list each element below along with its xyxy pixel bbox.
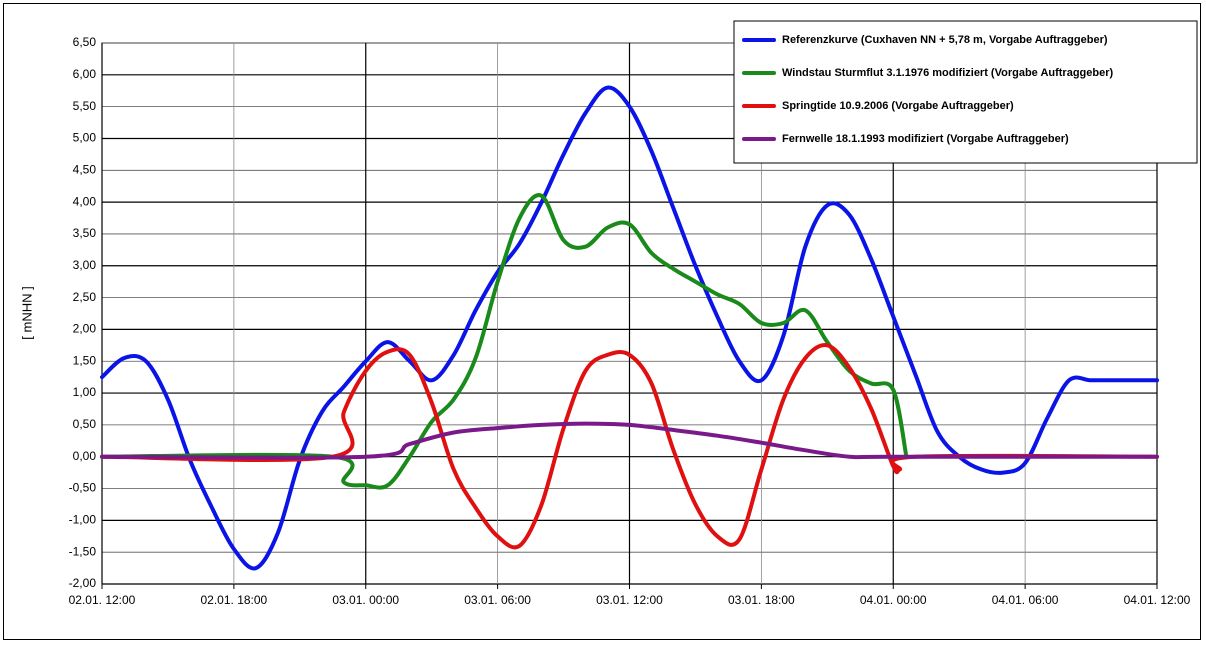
legend-label-1: Referenzkurve (Cuxhaven NN + 5,78 m, Vor… bbox=[782, 34, 1108, 46]
y-tick-label: 1,50 bbox=[73, 353, 97, 367]
x-tick-label: 04.01. 00:00 bbox=[860, 593, 927, 607]
x-tick-label: 04.01. 06:00 bbox=[992, 593, 1059, 607]
x-axis-ticks: 02.01. 12:00 02.01. 18:00 03.01. 00:00 03.0… bbox=[69, 584, 1191, 607]
y-tick-label: 5,50 bbox=[73, 99, 97, 113]
series-line-2 bbox=[100, 193, 909, 490]
x-tick-label: 04.01. 12:00 bbox=[1124, 593, 1191, 607]
y-tick-label: -2,00 bbox=[69, 576, 97, 590]
y-tick-label: 1,00 bbox=[73, 385, 97, 399]
y-tick-label: 0,00 bbox=[73, 449, 97, 463]
y-tick-label: 3,50 bbox=[73, 226, 97, 240]
x-tick-label: 03.01. 12:00 bbox=[596, 593, 663, 607]
y-tick-label: 4,00 bbox=[73, 194, 97, 208]
y-tick-label: 2,50 bbox=[73, 290, 97, 304]
y-tick-label: 6,00 bbox=[73, 67, 97, 81]
y-tick-label: 0,50 bbox=[73, 417, 97, 431]
x-tick-label: 03.01. 18:00 bbox=[728, 593, 795, 607]
x-tick-label: 02.01. 18:00 bbox=[201, 593, 268, 607]
y-axis-ticks: -2,00 -1,50 -1,00 -0,50 0,00 0,50 1,00 1,50 2,00… bbox=[69, 35, 97, 590]
legend-label-2: Windstau Sturmflut 3.1.1976 modifiziert … bbox=[782, 67, 1114, 79]
y-tick-label: -0,50 bbox=[69, 481, 97, 495]
legend-label-3: Springtide 10.9.2006 (Vorgabe Auftraggeb… bbox=[782, 100, 1014, 112]
series-line-4 bbox=[100, 421, 1159, 460]
y-tick-label: 6,50 bbox=[73, 35, 97, 49]
y-tick-label: 2,00 bbox=[73, 322, 97, 336]
y-tick-label: -1,00 bbox=[69, 513, 97, 527]
legend-box bbox=[733, 20, 1198, 164]
y-tick-label: 5,00 bbox=[73, 131, 97, 145]
x-tick-label: 03.01. 06:00 bbox=[464, 593, 531, 607]
legend: Referenzkurve (Cuxhaven NN + 5,78 m, Vor… bbox=[733, 20, 1198, 164]
y-axis-title: [ mNHN ] bbox=[19, 286, 34, 339]
y-tick-label: -1,50 bbox=[69, 544, 97, 558]
y-tick-label: 4,50 bbox=[73, 162, 97, 176]
series-line-3 bbox=[100, 343, 1159, 550]
series-line-1 bbox=[100, 85, 1159, 571]
y-tick-label: 3,00 bbox=[73, 258, 97, 272]
series-lines bbox=[100, 85, 1159, 571]
x-tick-label: 03.01. 00:00 bbox=[332, 593, 399, 607]
legend-label-4: Fernwelle 18.1.1993 modifiziert (Vorgabe… bbox=[782, 133, 1069, 145]
x-tick-label: 02.01. 12:00 bbox=[69, 593, 136, 607]
